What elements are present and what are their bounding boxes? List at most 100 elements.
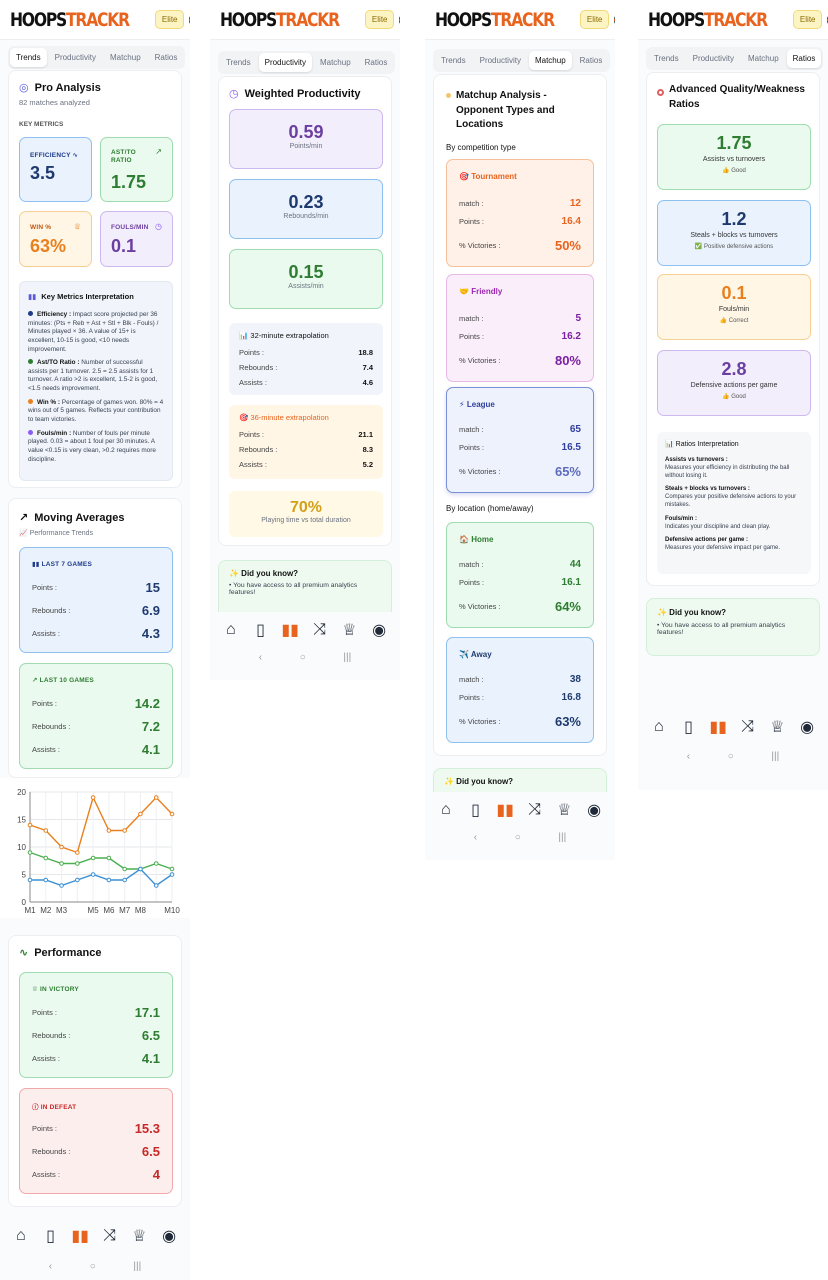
defeat-assists: 4: [152, 1167, 160, 1182]
back-icon[interactable]: ‹: [473, 832, 478, 843]
home-icon[interactable]: ⌂: [15, 1227, 26, 1244]
tab-trends[interactable]: Trends: [441, 56, 466, 65]
data-point-points: [59, 844, 64, 850]
away-victories: 63%: [554, 714, 581, 729]
trophy-icon[interactable]: ♕: [132, 1228, 147, 1245]
profile-icon[interactable]: ◉: [800, 719, 815, 736]
by-location-label: By location (home/away): [446, 504, 534, 513]
ex32-rebounds: 7.4: [362, 363, 373, 372]
ex32-title: 📊 32-minute extrapolation: [239, 331, 329, 340]
home-icon[interactable]: ⌂: [225, 621, 236, 638]
home-points: 16.1: [561, 577, 581, 588]
ast-to-label: AST/TO RATIO: [111, 149, 136, 165]
did-you-know-text: • You have access to all premium analyti…: [657, 622, 786, 636]
tactics-icon[interactable]: ⤨: [528, 801, 542, 818]
tactics-icon[interactable]: ⤨: [103, 1227, 117, 1244]
clipboard-icon[interactable]: ▯: [684, 719, 693, 736]
tab-ratios[interactable]: Ratios: [154, 53, 178, 62]
tactics-icon[interactable]: ⤨: [741, 718, 755, 735]
league-tile: ⚡ League match :65 Points :16.5 % Victor…: [446, 387, 594, 493]
elite-badge: Elite: [579, 10, 610, 29]
profile-icon[interactable]: ◉: [162, 1228, 177, 1245]
home-match: 44: [569, 559, 581, 570]
back-icon[interactable]: ‹: [258, 652, 263, 663]
clipboard-icon[interactable]: ▯: [256, 622, 265, 639]
tab-matchup[interactable]: Matchup: [319, 58, 351, 67]
app-logo[interactable]: HOOPSTRACKR: [10, 8, 130, 31]
tab-productivity[interactable]: Productivity: [258, 53, 312, 72]
home-icon[interactable]: ⌂: [653, 718, 664, 735]
home-button-icon[interactable]: ○: [727, 751, 734, 762]
friendly-tile: 🤝 Friendly match :5 Points :16.2 % Victo…: [446, 274, 594, 382]
tab-matchup[interactable]: Matchup: [747, 54, 779, 63]
clipboard-icon[interactable]: ▯: [46, 1228, 55, 1245]
bottom-nav: ⌂ ▯ ▮▮ ⤨ ♕ ◉: [425, 792, 615, 828]
data-point-rebounds: [59, 861, 64, 866]
data-point-points: [106, 828, 112, 833]
basketball-icon[interactable]: [614, 11, 615, 28]
trophy-icon[interactable]: ♕: [770, 719, 785, 736]
recents-icon[interactable]: |||: [133, 1261, 142, 1272]
ex36-rebounds: 8.3: [362, 445, 373, 454]
last7-points: 15: [145, 580, 160, 595]
interp-efficiency: Efficiency : Impact score projected per …: [28, 311, 159, 353]
home-button-icon[interactable]: ○: [299, 652, 306, 663]
home-icon[interactable]: ⌂: [440, 801, 451, 818]
basketball-icon[interactable]: [399, 11, 400, 28]
app-header: HOOPSTRACKR Elite: [0, 0, 190, 40]
profile-icon[interactable]: ◉: [587, 802, 602, 819]
x-tick-label: M6: [103, 906, 115, 915]
app-logo[interactable]: HOOPSTRACKR: [220, 8, 340, 31]
assists-vs-turnovers-status: 👍 Good: [722, 168, 746, 174]
system-nav: ‹ ○ |||: [638, 751, 828, 762]
profile-icon[interactable]: ◉: [372, 622, 387, 639]
y-tick-label: 5: [22, 871, 27, 880]
recents-icon[interactable]: |||: [343, 652, 352, 663]
home-victories: 64%: [554, 599, 581, 614]
data-point-assists: [90, 872, 96, 877]
tab-ratios[interactable]: Ratios: [786, 49, 822, 68]
stats-icon[interactable]: ▮▮: [496, 802, 514, 819]
tab-matchup[interactable]: Matchup: [109, 53, 141, 62]
clipboard-icon[interactable]: ▯: [471, 802, 480, 819]
tab-productivity[interactable]: Productivity: [692, 54, 734, 63]
friendly-points: 16.2: [561, 331, 581, 342]
trophy-icon[interactable]: ♕: [342, 622, 357, 639]
points-per-min-label: Points/min: [289, 143, 323, 150]
app-logo[interactable]: HOOPSTRACKR: [435, 8, 555, 31]
stats-icon[interactable]: ▮▮: [709, 719, 727, 736]
tab-trends[interactable]: Trends: [226, 58, 251, 67]
home-button-icon[interactable]: ○: [514, 832, 521, 843]
tactics-icon[interactable]: ⤨: [313, 621, 327, 638]
app-logo[interactable]: HOOPSTRACKR: [648, 8, 768, 31]
tab-trends[interactable]: Trends: [654, 54, 679, 63]
back-icon[interactable]: ‹: [48, 1261, 53, 1272]
home-button-icon[interactable]: ○: [89, 1261, 96, 1272]
tab-trends[interactable]: Trends: [10, 48, 47, 67]
last-10-tile: ↗ LAST 10 GAMES Points :14.2 Rebounds :7…: [19, 663, 173, 769]
tab-ratios[interactable]: Ratios: [364, 58, 388, 67]
x-tick-label: M7: [119, 906, 131, 915]
playing-time-box: 70% Playing time vs total duration: [229, 491, 383, 537]
tab-ratios[interactable]: Ratios: [579, 56, 603, 65]
bottom-nav: ⌂ ▯ ▮▮ ⤨ ♕ ◉: [210, 612, 400, 648]
points-per-min-value: 0.59: [288, 122, 324, 142]
away-label: ✈️ Away: [459, 650, 492, 659]
stats-icon[interactable]: ▮▮: [281, 622, 299, 639]
data-point-rebounds: [75, 861, 80, 866]
trophy-icon[interactable]: ♕: [557, 802, 572, 819]
tab-productivity[interactable]: Productivity: [479, 56, 521, 65]
extrapolation-36: 🎯 36-minute extrapolation Points :21.1 R…: [229, 405, 383, 479]
recents-icon[interactable]: |||: [771, 751, 780, 762]
basketball-icon[interactable]: [189, 11, 190, 28]
playing-time-label: Playing time vs total duration: [261, 517, 351, 524]
back-icon[interactable]: ‹: [686, 751, 691, 762]
stats-icon[interactable]: ▮▮: [71, 1228, 89, 1245]
tab-productivity[interactable]: Productivity: [54, 53, 96, 62]
last-10-label: ↗ LAST 10 GAMES: [32, 677, 94, 684]
tab-matchup[interactable]: Matchup: [528, 51, 572, 70]
performance-card: ∿ Performance ♕ IN VICTORY Points :17.1 R…: [8, 935, 182, 1207]
defensive-actions-tile: 2.8 Defensive actions per game 👍 Good: [657, 350, 811, 416]
recents-icon[interactable]: |||: [558, 832, 567, 843]
assists-per-min-tile: 0.15 Assists/min: [229, 249, 383, 309]
